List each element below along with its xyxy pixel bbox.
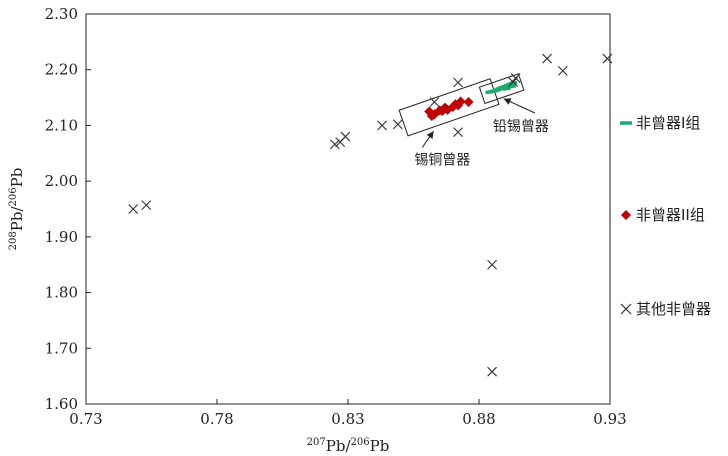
data-points [128, 53, 613, 377]
plot-area: 0.73 0.78 0.83 0.88 0.93 1.60 1.70 1.80 1.90 2.00… [45, 5, 627, 428]
axis-titles: 207Pb/206Pb 208Pb/206Pb [8, 168, 389, 455]
data-point-other [377, 120, 387, 131]
data-point-other [392, 119, 403, 130]
data-point-group-ii [463, 97, 474, 108]
annotation-tin-bronze: 锡铜曾器 [414, 152, 470, 168]
data-point-other [487, 366, 497, 377]
x-tick-label: 0.93 [593, 410, 626, 428]
data-point-group-i [507, 84, 516, 89]
annotations: 锡铜曾器 铅锡曾器 [414, 98, 549, 168]
y-tick-label: 1.80 [45, 284, 78, 302]
x-axis-label: 207Pb/206Pb [307, 437, 390, 455]
y-tick-label: 2.20 [45, 61, 78, 79]
y-axis-label: 208Pb/206Pb [8, 168, 26, 251]
x-tick-label: 0.78 [200, 410, 233, 428]
data-point-other [330, 139, 340, 150]
data-point-group-i [508, 80, 518, 86]
x-tick-label: 0.88 [462, 410, 495, 428]
data-point-other [429, 97, 440, 107]
region-box-lead-tin [478, 73, 525, 105]
y-tick-label: 2.00 [45, 172, 78, 190]
plot-frame [85, 13, 611, 405]
data-point-other [453, 77, 463, 88]
arrow-tin-bronze [421, 130, 435, 148]
y-tick-label: 1.70 [45, 339, 78, 357]
y-tick-label: 2.30 [45, 5, 78, 23]
y-tick-label: 2.10 [45, 116, 78, 134]
data-point-other [510, 73, 521, 83]
data-point-other [141, 200, 152, 210]
y-tick-label: 1.60 [45, 395, 78, 413]
y-tick-label: 1.90 [45, 228, 78, 246]
annotation-lead-tin: 铅锡曾器 [493, 119, 549, 135]
data-point-other [602, 53, 613, 64]
data-point-other [557, 65, 568, 76]
data-point-other [453, 127, 463, 138]
region-box-tin-bronze [398, 78, 500, 137]
legend-label: 其他非曾器 [636, 300, 711, 318]
legend-item: 其他非曾器 [620, 300, 711, 318]
data-point-other [487, 259, 497, 270]
data-point-other [128, 204, 139, 214]
legend-label: 非曾器I组 [636, 114, 700, 132]
x-tick-label: 0.73 [69, 410, 102, 428]
data-point-group-ii [455, 96, 466, 107]
x-tick-label: 0.83 [331, 410, 364, 428]
legend-item: 非曾器I组 [620, 114, 700, 132]
legend-item: 非曾器II组 [621, 206, 705, 224]
arrow-lead-tin [503, 98, 536, 114]
legend-label: 非曾器II组 [636, 206, 705, 224]
data-point-other [340, 131, 351, 142]
data-point-other [542, 53, 553, 64]
